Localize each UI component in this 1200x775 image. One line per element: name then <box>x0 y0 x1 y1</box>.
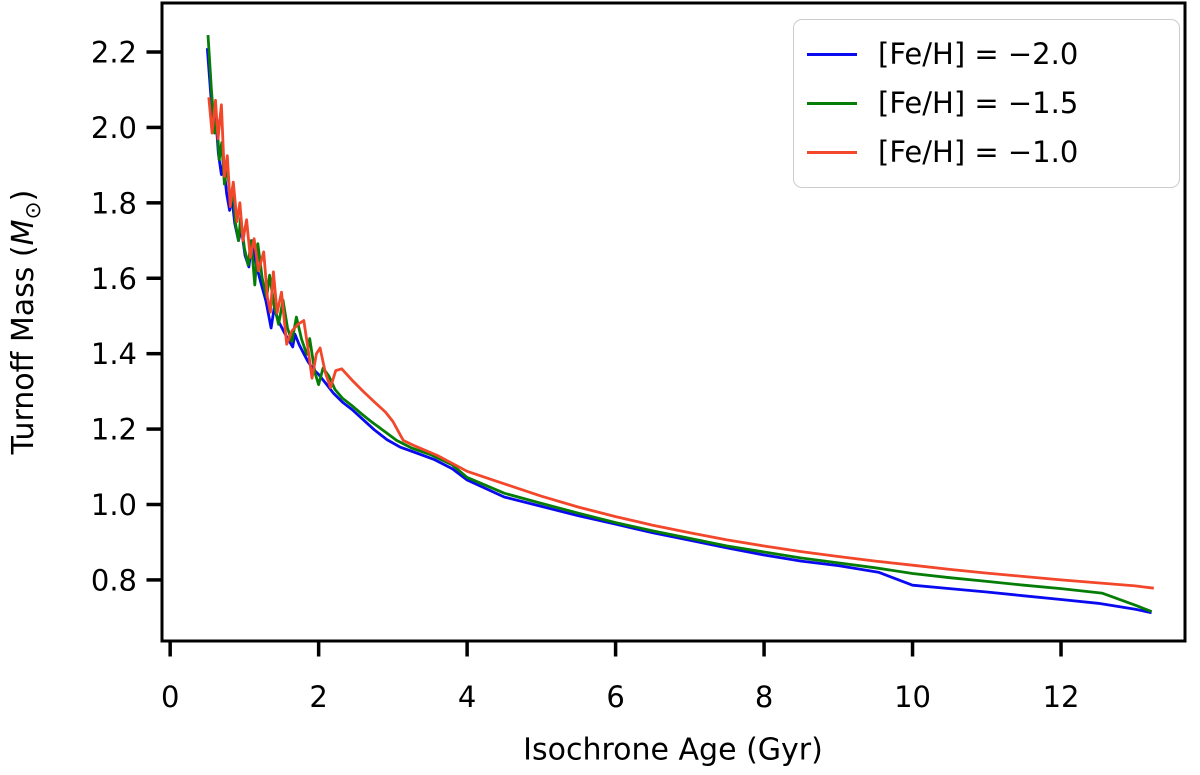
x-tick-label: 8 <box>755 680 773 714</box>
legend-label: [Fe/H] = −1.0 <box>878 135 1079 169</box>
x-axis-label: Isochrone Age (Gyr) <box>523 733 823 768</box>
y-axis-label-mass-symbol: M <box>6 219 41 246</box>
y-tick-label: 1.6 <box>91 262 137 296</box>
y-tick-label: 1.2 <box>91 413 137 447</box>
legend: [Fe/H] = −2.0 [Fe/H] = −1.5 [Fe/H] = −1.… <box>793 19 1180 188</box>
legend-entry: [Fe/H] = −1.5 <box>807 89 1171 118</box>
y-axis-label: Turnoff Mass (M⊙) <box>6 190 46 455</box>
axes-frame <box>160 1 1187 643</box>
x-tick-label: 0 <box>161 680 179 714</box>
legend-line-sample-red <box>807 150 857 155</box>
x-tick-label: 10 <box>894 680 931 714</box>
y-axis-label-prefix: Turnoff Mass ( <box>6 245 41 455</box>
legend-label: [Fe/H] = −1.5 <box>878 86 1079 120</box>
y-tick-label: 1.8 <box>91 186 137 220</box>
legend-line-sample-blue <box>807 52 857 57</box>
y-tick-label: 1.4 <box>91 337 137 371</box>
series-line-feh-minus-1.5 <box>206 35 1153 613</box>
legend-label: [Fe/H] = −2.0 <box>878 37 1079 71</box>
x-tick-label: 12 <box>1043 680 1080 714</box>
x-tick-label: 6 <box>606 680 624 714</box>
y-tick-label: 2.2 <box>91 36 137 70</box>
y-tick-label: 2.0 <box>91 111 137 145</box>
y-tick-label: 1.0 <box>91 488 137 522</box>
legend-entry: [Fe/H] = −1.0 <box>807 138 1171 167</box>
y-axis-label-sun-subscript: ⊙ <box>21 201 46 220</box>
series-line-feh-minus-1.0 <box>207 97 1154 590</box>
x-axis-label-text: Isochrone Age (Gyr) <box>523 732 823 768</box>
x-tick-label: 4 <box>458 680 476 714</box>
y-axis-label-suffix: ) <box>6 189 41 202</box>
x-tick-label: 2 <box>309 680 327 714</box>
y-tick-label: 0.8 <box>91 563 137 597</box>
legend-line-sample-green <box>807 101 857 106</box>
legend-entry: [Fe/H] = −2.0 <box>807 40 1171 69</box>
